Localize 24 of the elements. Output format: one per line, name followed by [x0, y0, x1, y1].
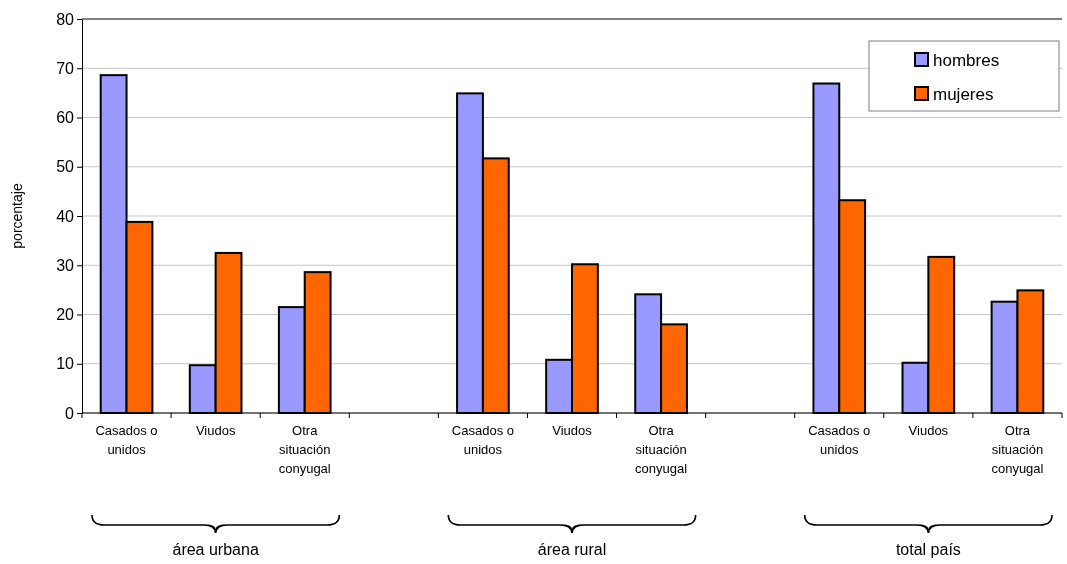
legend-label: hombres [933, 51, 1000, 70]
y-tick-label: 60 [56, 109, 75, 127]
text: área urbana [172, 541, 259, 558]
legend-label: mujeres [933, 85, 994, 104]
y-tick-label: 80 [56, 10, 75, 28]
y-tick-label: 30 [56, 256, 75, 274]
y-tick-label: 10 [56, 355, 75, 373]
y-tick-label: 20 [56, 306, 75, 324]
x-tick-label: Otra situación conyugal [278, 423, 331, 476]
x-tick-label: Casados o unidos [95, 423, 158, 457]
text: total país [895, 541, 961, 558]
y-tick-label: 40 [56, 207, 75, 225]
x-tick-label: Casados o unidos [451, 423, 514, 457]
x-tick-label: Otra situación conyugal [991, 423, 1044, 476]
x-tick-label: Casados o unidos [808, 423, 871, 457]
x-tick-label: Otra situación conyugal [635, 423, 688, 476]
y-tick-label: 70 [56, 59, 75, 77]
x-tick-label: Viudos [908, 423, 949, 438]
x-tick-label: Viudos [552, 423, 593, 438]
x-tick-label: Viudos [195, 423, 236, 438]
y-tick-label: 0 [65, 404, 75, 422]
text: área rural [537, 541, 607, 558]
y-axis-title: porcentaje [9, 183, 25, 249]
y-tick-label: 50 [56, 158, 75, 176]
